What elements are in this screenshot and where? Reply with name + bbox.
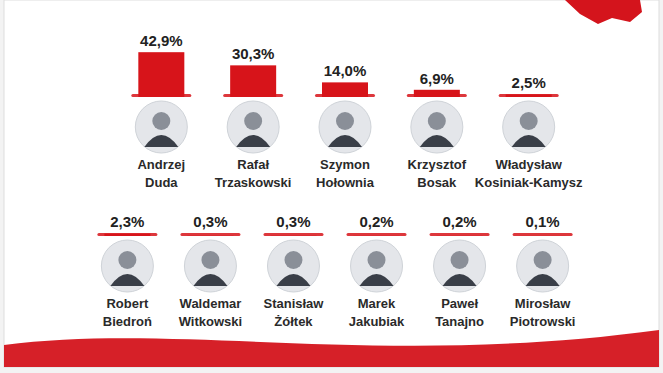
data-label: 0,2% xyxy=(359,213,393,230)
category-labels: RobertBiedroń WaldemarWitkowski StanisławŻ… xyxy=(103,296,576,329)
photo-circle xyxy=(101,240,153,292)
photo-circle xyxy=(267,240,319,292)
card xyxy=(4,0,659,367)
photo-head xyxy=(244,112,262,130)
data-labels: 42,9% 30,3% 14,0% 6,9% 2,5% xyxy=(140,32,546,91)
photo xyxy=(101,240,153,292)
photo-circle xyxy=(184,240,236,292)
bar xyxy=(187,235,233,236)
data-label: 0,3% xyxy=(276,213,310,230)
photo-circle xyxy=(503,101,555,153)
photo-circle xyxy=(319,101,371,153)
photo-head xyxy=(118,251,136,269)
photo-body xyxy=(110,274,144,286)
photo-body xyxy=(276,274,310,286)
chart-container: 42,9% 30,3% 14,0% 6,9% 2,5% AndrzejDuda RafałT… xyxy=(0,0,663,373)
photo xyxy=(434,240,486,292)
data-labels: 2,3% 0,3% 0,3% 0,2% 0,2% 0,1% xyxy=(110,213,559,230)
label-underline xyxy=(347,233,407,236)
label-underline xyxy=(430,233,490,236)
photo-body xyxy=(512,135,546,147)
flag-wave xyxy=(4,330,659,367)
category-labels: AndrzejDuda RafałTrzaskowski SzymonHołowni… xyxy=(137,157,583,190)
photo-body xyxy=(443,274,477,286)
photo xyxy=(517,240,569,292)
category-label: SzymonHołownia xyxy=(316,157,375,190)
label-underline xyxy=(180,233,240,236)
photo xyxy=(135,101,187,153)
bar xyxy=(414,90,460,97)
label-underline xyxy=(97,233,157,236)
photos xyxy=(135,101,554,153)
bar xyxy=(270,235,316,236)
photo-body xyxy=(193,274,227,286)
photo xyxy=(184,240,236,292)
photo-head xyxy=(368,251,386,269)
label-underline xyxy=(513,233,573,236)
bar xyxy=(437,235,483,236)
photo xyxy=(411,101,463,153)
category-label: MarekJakubiak xyxy=(349,296,405,329)
data-label: 2,3% xyxy=(110,213,144,230)
category-label: WaldemarWitkowski xyxy=(179,296,242,329)
photos xyxy=(101,240,568,292)
photo-circle xyxy=(227,101,279,153)
label-underline xyxy=(263,233,323,236)
photo-circle xyxy=(434,240,486,292)
photo xyxy=(227,101,279,153)
category-label: MirosławPiotrowski xyxy=(510,296,576,329)
bars xyxy=(138,52,551,97)
category-label: WładysławKosiniak-Kamysz xyxy=(475,157,583,190)
photo-head xyxy=(201,251,219,269)
photo-head xyxy=(428,112,446,130)
bar xyxy=(104,234,150,236)
photo xyxy=(351,240,403,292)
photo-head xyxy=(451,251,469,269)
category-label: StanisławŻółtek xyxy=(263,296,324,329)
data-label: 42,9% xyxy=(140,32,183,49)
photo-body xyxy=(144,135,178,147)
category-label: AndrzejDuda xyxy=(137,157,185,190)
data-label: 2,5% xyxy=(512,74,546,91)
photo-body xyxy=(360,274,394,286)
photo-head xyxy=(336,112,354,130)
photo-head xyxy=(534,251,552,269)
photo-body xyxy=(526,274,560,286)
photo-circle xyxy=(351,240,403,292)
photo xyxy=(503,101,555,153)
photo xyxy=(319,101,371,153)
photo xyxy=(267,240,319,292)
data-label: 30,3% xyxy=(232,45,275,62)
bar xyxy=(230,65,276,97)
data-label: 0,1% xyxy=(526,213,560,230)
data-label: 14,0% xyxy=(324,62,367,79)
bar xyxy=(354,235,400,236)
category-label: KrzysztofBosak xyxy=(408,157,467,190)
photo-head xyxy=(152,112,170,130)
data-label: 0,3% xyxy=(193,213,227,230)
category-label: PawełTanajno xyxy=(435,296,484,329)
category-label: RafałTrzaskowski xyxy=(215,157,292,190)
photo-body xyxy=(328,135,362,147)
bars xyxy=(104,234,565,236)
photo-head xyxy=(284,251,302,269)
bar xyxy=(506,94,552,97)
map-shape xyxy=(565,0,642,24)
data-label: 0,2% xyxy=(442,213,476,230)
background xyxy=(0,0,663,373)
label-underline xyxy=(499,94,559,97)
photo-body xyxy=(420,135,454,147)
bar xyxy=(138,52,184,97)
data-label: 6,9% xyxy=(420,70,454,87)
bar xyxy=(322,82,368,97)
category-label: RobertBiedroń xyxy=(103,296,152,329)
bar xyxy=(520,235,566,236)
photo-circle xyxy=(517,240,569,292)
photo-body xyxy=(236,135,270,147)
chart-svg: 42,9% 30,3% 14,0% 6,9% 2,5% AndrzejDuda RafałT… xyxy=(0,0,663,373)
photo-head xyxy=(520,112,538,130)
underlines xyxy=(97,233,572,236)
photo-circle xyxy=(411,101,463,153)
photo-circle xyxy=(135,101,187,153)
